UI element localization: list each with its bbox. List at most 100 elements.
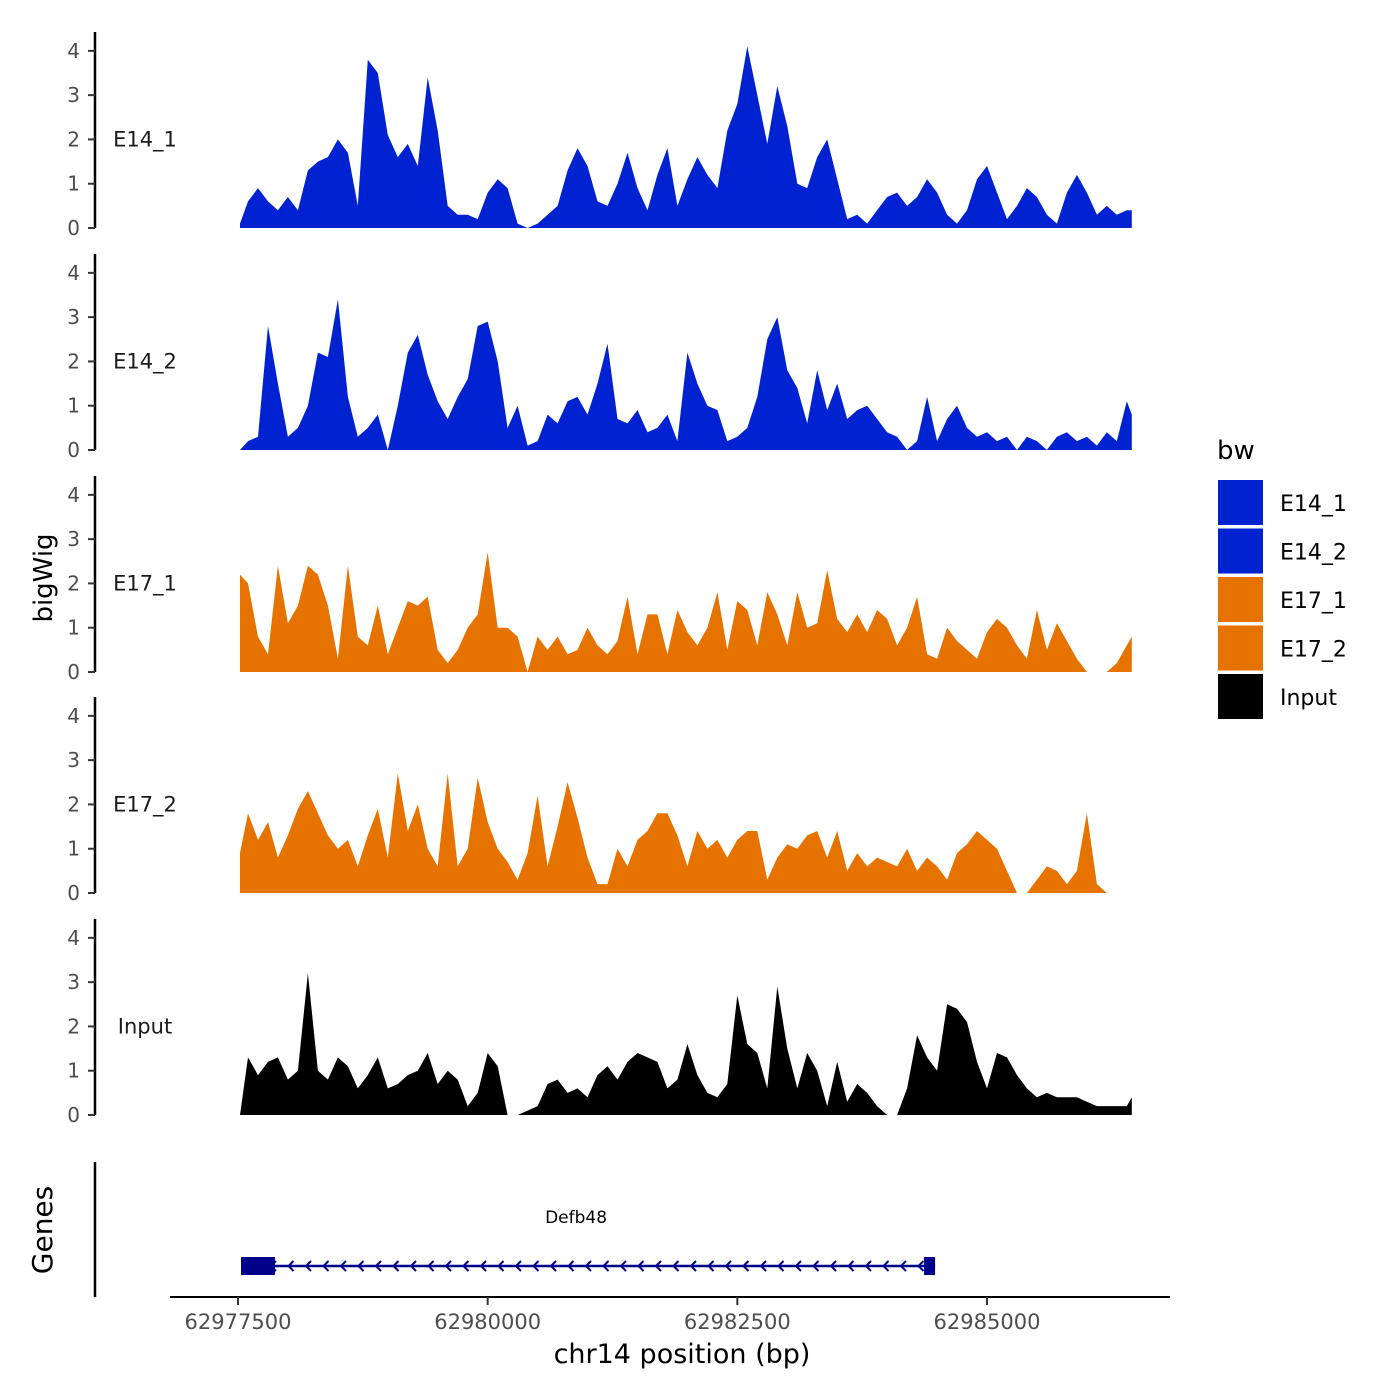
y-tick-label: 0 — [67, 438, 80, 462]
strand-arrow — [427, 1260, 435, 1272]
x-axis: 62977500 62980000 62982500 62985000 chr14 p… — [170, 1296, 1170, 1370]
legend-label: E17_2 — [1280, 638, 1347, 663]
bigwig-tracks: 0 1 2 3 4 E14_1 0 1 2 3 4 E14_2 0 1 2 3 4 E17_1 0 1 2 3 4 E17_2… — [67, 32, 1132, 1127]
strand-arrow — [409, 1260, 417, 1272]
strand-arrow — [882, 1260, 890, 1272]
coverage-area-E17_1 — [240, 552, 1132, 672]
legend-entries: E14_1 E14_2 E17_1 E17_2 Input — [1218, 480, 1347, 719]
y-tick-label: 4 — [67, 704, 80, 728]
gene-exon — [240, 1257, 275, 1275]
y-tick-label: 3 — [67, 748, 80, 772]
track-E14_1: 0 1 2 3 4 E14_1 — [67, 32, 1132, 240]
y-tick-label: 1 — [67, 837, 80, 861]
strand-arrow — [637, 1260, 645, 1272]
strand-arrow — [374, 1260, 382, 1272]
strand-arrow — [549, 1260, 557, 1272]
legend-swatch — [1218, 625, 1263, 671]
strand-arrow — [497, 1260, 505, 1272]
strand-arrow — [287, 1260, 295, 1272]
y-tick-label: 4 — [67, 39, 80, 63]
strand-arrow — [584, 1260, 592, 1272]
coverage-area-E14_1 — [240, 46, 1132, 229]
strand-arrow — [462, 1260, 470, 1272]
legend-entry-Input: Input — [1218, 674, 1337, 719]
strand-arrow — [392, 1260, 400, 1272]
y-tick-label: 1 — [67, 1059, 80, 1083]
x-tick-label: 62977500 — [185, 1310, 292, 1334]
track-label: Input — [118, 1014, 172, 1038]
strand-arrow — [514, 1260, 522, 1272]
genes-panel: Genes Defb48 — [26, 1162, 936, 1297]
legend-swatch — [1218, 577, 1263, 622]
strand-arrow — [672, 1260, 680, 1272]
strand-arrow — [777, 1260, 785, 1272]
strand-arrow — [567, 1260, 575, 1272]
strand-arrow — [532, 1260, 540, 1272]
y-tick-label: 1 — [67, 616, 80, 640]
strand-arrow — [479, 1260, 487, 1272]
strand-arrow — [759, 1260, 767, 1272]
y-tick-label: 4 — [67, 483, 80, 507]
strand-arrow — [724, 1260, 732, 1272]
y-axis-label: bigWig — [29, 533, 59, 622]
legend-label: Input — [1280, 686, 1337, 711]
x-tick-label: 62985000 — [934, 1310, 1041, 1334]
strand-arrow — [812, 1260, 820, 1272]
track-label: E14_1 — [113, 127, 177, 152]
gene-Defb48: Defb48 — [240, 1208, 936, 1275]
track-Input: 0 1 2 3 4 Input — [67, 919, 1132, 1127]
legend-entry-E14_1: E14_1 — [1218, 480, 1347, 525]
legend-entry-E17_1: E17_1 — [1218, 577, 1347, 622]
strand-arrow — [339, 1260, 347, 1272]
strand-arrow — [304, 1260, 312, 1272]
genes-axis-label: Genes — [26, 1186, 59, 1274]
y-tick-label: 2 — [67, 571, 80, 595]
strand-arrow — [794, 1260, 802, 1272]
legend-entry-E17_2: E17_2 — [1218, 625, 1347, 671]
y-tick-label: 2 — [67, 1014, 80, 1038]
strand-arrow — [602, 1260, 610, 1272]
track-E17_2: 0 1 2 3 4 E17_2 — [67, 697, 1132, 905]
legend-entry-E14_2: E14_2 — [1218, 528, 1347, 574]
x-axis-ticks: 62977500 62980000 62982500 62985000 — [185, 1297, 1041, 1334]
y-tick-label: 0 — [67, 660, 80, 684]
legend-label: E17_1 — [1280, 589, 1347, 614]
track-label: E14_2 — [113, 349, 177, 374]
y-tick-label: 4 — [67, 926, 80, 950]
strand-arrow — [619, 1260, 627, 1272]
y-tick-label: 2 — [67, 127, 80, 151]
legend-title: bw — [1217, 436, 1255, 466]
legend-swatch — [1218, 528, 1263, 574]
x-tick-label: 62982500 — [684, 1310, 791, 1334]
strand-arrow — [917, 1260, 925, 1272]
x-tick-label: 62980000 — [434, 1310, 541, 1334]
strand-arrow — [847, 1260, 855, 1272]
strand-arrow — [444, 1260, 452, 1272]
coverage-area-E14_2 — [240, 299, 1132, 450]
strand-arrow — [357, 1260, 365, 1272]
strand-arrow — [742, 1260, 750, 1272]
gene-models: Defb48 — [240, 1208, 936, 1275]
y-tick-label: 1 — [67, 394, 80, 418]
gene-name-label: Defb48 — [545, 1208, 607, 1228]
legend-swatch — [1218, 480, 1263, 525]
y-tick-label: 3 — [67, 970, 80, 994]
y-tick-label: 3 — [67, 305, 80, 329]
strand-arrow — [654, 1260, 662, 1272]
track-E17_1: 0 1 2 3 4 E17_1 — [67, 476, 1132, 684]
x-axis-label: chr14 position (bp) — [554, 1339, 811, 1370]
strand-arrow — [707, 1260, 715, 1272]
strand-arrow — [864, 1260, 872, 1272]
legend-label: E14_1 — [1280, 492, 1347, 517]
legend-label: E14_2 — [1280, 541, 1347, 566]
strand-arrow — [322, 1260, 330, 1272]
y-tick-label: 0 — [67, 881, 80, 905]
y-tick-label: 1 — [67, 172, 80, 196]
legend: bw E14_1 E14_2 E17_1 E17_2 Input — [1217, 436, 1347, 719]
y-tick-label: 0 — [67, 216, 80, 240]
strand-arrow — [689, 1260, 697, 1272]
gene-exon — [924, 1257, 936, 1275]
track-E14_2: 0 1 2 3 4 E14_2 — [67, 254, 1132, 462]
